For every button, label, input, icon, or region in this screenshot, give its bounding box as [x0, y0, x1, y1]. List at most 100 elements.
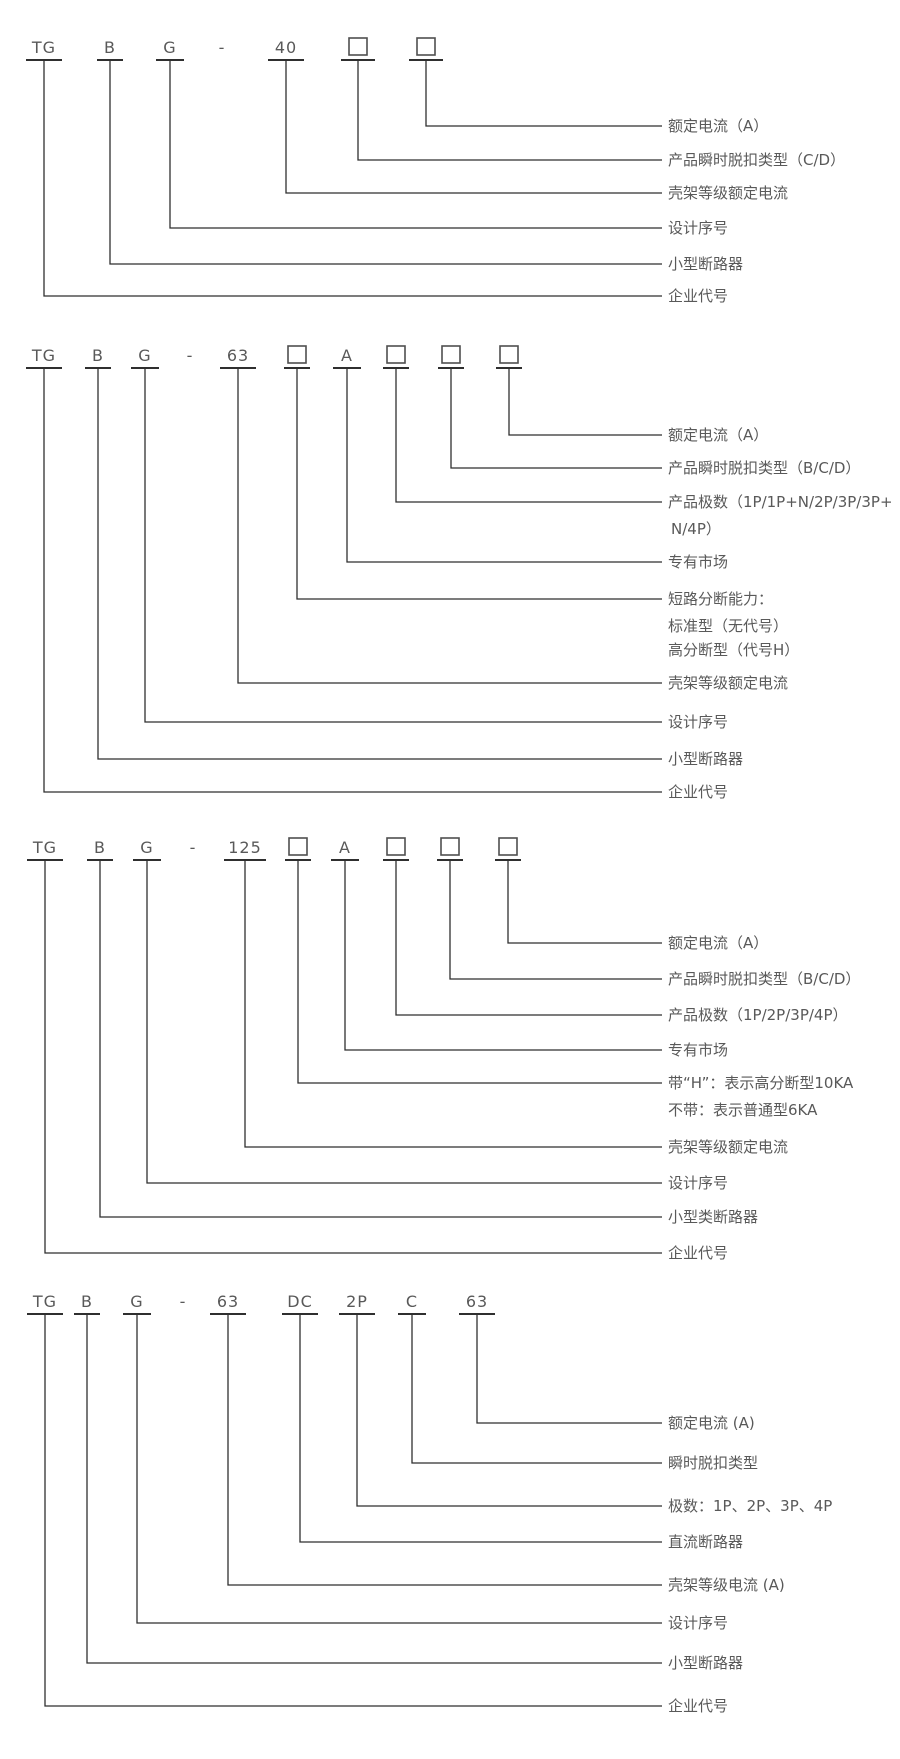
leader-line [144, 368, 662, 723]
placeholder-box-icon [288, 837, 308, 856]
leader-line [425, 60, 662, 127]
code-token-b: B [104, 38, 116, 57]
code-token-g: G [163, 38, 176, 57]
section-tgbg-40: TG B G - 40 额定电流（A） 产品瞬时脱扣类型（C/D） 壳架等级额定… [26, 37, 845, 305]
label-dc-circuit-breaker: 直流断路器 [668, 1533, 743, 1551]
label-design-number: 设计序号 [668, 219, 728, 237]
code-token-b: B [92, 346, 104, 365]
code-token-trip-type: C [406, 1292, 418, 1311]
leader-line [508, 368, 662, 436]
code-token-dash: - [180, 1292, 187, 1311]
leader-line [109, 60, 662, 265]
label-breaking-capacity: 短路分断能力： [668, 590, 773, 608]
code-token-g: G [130, 1292, 143, 1311]
label-design-number: 设计序号 [668, 713, 728, 731]
placeholder-box-icon [386, 345, 406, 364]
leader-line [395, 368, 662, 503]
leader-line [244, 860, 662, 1148]
label-rated-current: 额定电流（A） [668, 117, 768, 135]
label-frame-rated-current: 壳架等级额定电流 [668, 1138, 788, 1156]
placeholder-box-icon [498, 837, 518, 856]
leader-line [237, 368, 662, 684]
leader-line [299, 1314, 662, 1543]
label-rated-current: 额定电流 (A) [668, 1414, 755, 1432]
label-instant-trip-type: 产品瞬时脱扣类型（C/D） [668, 151, 845, 169]
label-design-number: 设计序号 [668, 1174, 728, 1192]
label-mini-circuit-breaker: 小型断路器 [668, 1654, 743, 1672]
leader-line [169, 60, 662, 229]
code-token-dc: DC [287, 1292, 313, 1311]
label-rated-current: 额定电流（A） [668, 934, 768, 952]
code-token-market: A [341, 346, 353, 365]
leader-line [43, 368, 662, 793]
section-tgbg-125: TG B G - 125 A 额定电流（A） 产品瞬时脱扣类型（B/C/D） 产… [27, 837, 860, 1262]
code-token-g: G [140, 838, 153, 857]
leader-line [146, 860, 662, 1184]
label-frame-current: 壳架等级电流 (A) [668, 1576, 785, 1594]
code-token-frame-current: 40 [275, 38, 297, 57]
placeholder-box-icon [386, 837, 406, 856]
code-token-tg: TG [32, 838, 57, 857]
leader-line [346, 368, 662, 563]
placeholder-box-icon [440, 837, 460, 856]
label-h-high-breaking-note: 带“H”：表示高分断型10KA [668, 1074, 854, 1092]
leader-line [297, 860, 662, 1084]
label-mini-circuit-breaker: 小型断路器 [668, 255, 743, 273]
leader-line [43, 60, 662, 297]
label-design-number: 设计序号 [668, 1614, 728, 1632]
leader-line [507, 860, 662, 944]
leader-line [99, 860, 662, 1218]
code-token-market: A [339, 838, 351, 857]
label-no-h-normal-note: 不带：表示普通型6KA [668, 1101, 818, 1119]
label-high-breaking-note: 高分断型（代号H） [668, 641, 799, 659]
leader-line [296, 368, 662, 600]
label-mini-type-circuit-breaker: 小型类断路器 [668, 1208, 758, 1226]
label-instant-trip-type: 瞬时脱扣类型 [668, 1454, 758, 1472]
label-mini-circuit-breaker: 小型断路器 [668, 750, 743, 768]
label-frame-rated-current: 壳架等级额定电流 [668, 184, 788, 202]
leader-line [344, 860, 662, 1051]
leader-line [285, 60, 662, 194]
section-tgbg-63: TG B G - 63 A 额定电流（A） 产品瞬时脱扣类型（B/C/D） 产品… [26, 345, 893, 801]
label-product-poles-wrap: N/4P） [671, 520, 721, 538]
code-token-tg: TG [32, 1292, 57, 1311]
code-token-rated-current: 63 [466, 1292, 488, 1311]
label-company-code: 企业代号 [668, 1244, 728, 1262]
code-token-g: G [138, 346, 151, 365]
label-company-code: 企业代号 [668, 783, 728, 801]
placeholder-box-icon [441, 345, 461, 364]
code-token-dash: - [187, 346, 194, 365]
leader-line [97, 368, 662, 760]
placeholder-box-icon [416, 37, 436, 56]
label-product-poles: 产品极数（1P/2P/3P/4P） [668, 1006, 848, 1024]
placeholder-box-icon [287, 345, 307, 364]
leader-line [356, 1314, 662, 1507]
code-token-dash: - [190, 838, 197, 857]
label-instant-trip-type: 产品瞬时脱扣类型（B/C/D） [668, 459, 860, 477]
label-company-code: 企业代号 [668, 287, 728, 305]
code-token-tg: TG [31, 38, 56, 57]
label-frame-rated-current: 壳架等级额定电流 [668, 674, 788, 692]
leader-line [450, 368, 662, 469]
leader-line [44, 1314, 662, 1707]
placeholder-box-icon [348, 37, 368, 56]
leader-line [86, 1314, 662, 1664]
leader-line [411, 1314, 662, 1464]
label-product-poles: 产品极数（1P/1P+N/2P/3P/3P+ [668, 493, 893, 511]
label-rated-current: 额定电流（A） [668, 426, 768, 444]
leader-line [44, 860, 662, 1254]
code-token-b: B [94, 838, 106, 857]
label-exclusive-market: 专有市场 [668, 1041, 728, 1059]
code-token-frame-current: 63 [217, 1292, 239, 1311]
code-token-frame-current: 125 [228, 838, 262, 857]
leader-line [395, 860, 662, 1016]
label-company-code: 企业代号 [668, 1697, 728, 1715]
label-instant-trip-type: 产品瞬时脱扣类型（B/C/D） [668, 970, 860, 988]
leader-line [227, 1314, 662, 1586]
label-poles: 极数：1P、2P、3P、4P [668, 1497, 832, 1515]
label-standard-type-note: 标准型（无代号） [668, 617, 788, 635]
code-token-dash: - [219, 38, 226, 57]
section-tgbg-63-dc: TG B G - 63 DC 2P C 63 额定电流 (A) 瞬时脱扣类型 极… [27, 1292, 832, 1715]
